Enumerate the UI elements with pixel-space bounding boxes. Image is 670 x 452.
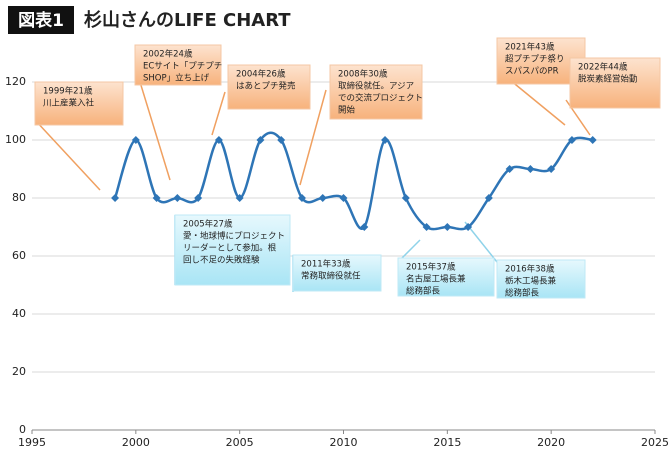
marker: [173, 194, 182, 202]
callout-box: [292, 254, 382, 292]
callout-text: 愛・地球博にプロジェクト: [183, 231, 285, 242]
x-tick-label: 2025: [641, 436, 669, 449]
callout-text: 総務部長: [406, 286, 441, 297]
callout-box: [174, 214, 291, 286]
marker: [422, 223, 431, 231]
x-tick-label: 2010: [330, 436, 358, 449]
callout-box: [34, 81, 124, 126]
marker: [360, 223, 369, 231]
callout-text: 2011年33歳: [301, 259, 351, 270]
x-tick-label: 2005: [226, 436, 254, 449]
callout-text: 回し不足の失敗経験: [183, 255, 260, 266]
callout-text: 川上産業入社: [43, 98, 95, 109]
callout-text: 常務取締役就任: [301, 271, 361, 282]
callout-text: 2021年43歳: [505, 42, 555, 53]
callout-text: 1999年21歳: [43, 86, 93, 97]
x-tick-label: 1995: [18, 436, 46, 449]
callout-text: 2004年26歳: [236, 69, 286, 80]
marker: [567, 136, 576, 144]
y-tick-label: 0: [19, 423, 26, 436]
callout-text: ECサイト「プチプチ: [143, 62, 222, 72]
callout-box: [329, 64, 423, 120]
marker: [318, 194, 327, 202]
y-tick-label: 60: [12, 249, 26, 262]
marker: [214, 136, 223, 144]
callout-text: 2008年30歳: [338, 69, 388, 80]
callout-text: 名古屋工場長兼: [406, 274, 466, 285]
callout-box: [227, 64, 311, 110]
x-tick-label: 2000: [122, 436, 150, 449]
x-tick-label: 2015: [433, 436, 461, 449]
y-tick-label: 120: [5, 75, 26, 88]
marker: [401, 194, 410, 202]
marker: [464, 223, 473, 231]
callout-box: [134, 44, 222, 86]
callout-text: 取締役就任。アジア: [338, 81, 414, 92]
callout-pointer: [211, 91, 226, 136]
callout-box: [496, 259, 586, 299]
callout-pointer: [299, 89, 327, 186]
y-tick-label: 80: [12, 191, 26, 204]
callout-text: 栃木工場長兼: [505, 276, 557, 287]
badge-bg: [8, 6, 74, 34]
callout-text: での交流プロジェクト: [338, 93, 423, 104]
marker: [297, 194, 306, 202]
callout-text: 2002年24歳: [143, 49, 193, 60]
marker: [505, 165, 514, 173]
marker: [381, 136, 390, 144]
callout-text: 総務部長: [505, 288, 540, 299]
marker: [256, 136, 265, 144]
marker: [131, 136, 140, 144]
callout-pointer: [509, 79, 566, 126]
marker: [339, 194, 348, 202]
marker: [152, 194, 161, 202]
y-tick-label: 100: [5, 133, 26, 146]
callout-text: 2005年27歳: [183, 219, 233, 230]
marker: [194, 194, 203, 202]
marker: [235, 194, 244, 202]
chart-title: 杉山さんのLIFE CHART: [84, 9, 291, 31]
callout-text: 開始: [338, 105, 356, 116]
callout-text: はあとプチ発売: [236, 81, 296, 92]
marker: [588, 136, 597, 144]
callout-pointer: [34, 119, 101, 191]
x-tick-label: 2020: [537, 436, 565, 449]
callout-text: リーダーとして参加。根: [183, 243, 277, 254]
callout-text: 2015年37歳: [406, 262, 456, 273]
callout-text: SHOP」立ち上げ: [143, 73, 210, 84]
marker: [111, 194, 120, 202]
y-tick-label: 40: [12, 307, 26, 320]
badge: 図表1: [18, 10, 64, 31]
marker: [547, 165, 556, 173]
callout-box: [397, 257, 495, 297]
callout-box: [569, 57, 661, 109]
callout-pointer: [139, 81, 171, 181]
marker: [484, 194, 493, 202]
marker: [526, 165, 535, 173]
y-tick-label: 20: [12, 365, 26, 378]
callout-text: 2016年38歳: [505, 264, 555, 275]
callout-text: 超プチプチ祭り: [505, 54, 565, 65]
callout-text: 脱炭素経営始動: [578, 74, 638, 85]
marker: [277, 136, 286, 144]
marker: [443, 223, 452, 231]
callout-text: スパスパのPR: [505, 67, 559, 77]
callout-text: 2022年44歳: [578, 62, 628, 73]
